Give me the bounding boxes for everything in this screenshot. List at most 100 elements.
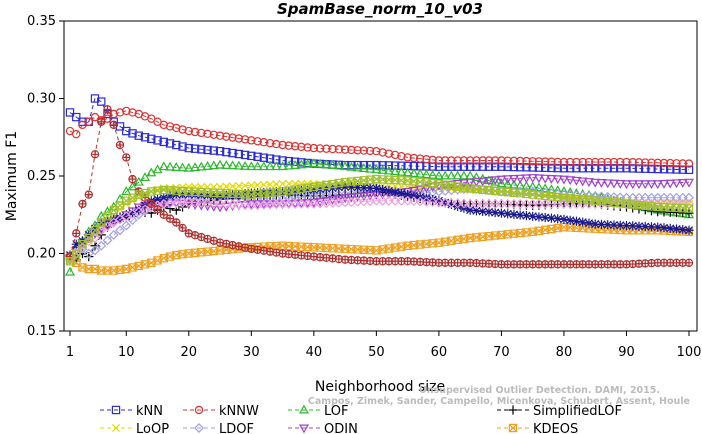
data-point (641, 158, 650, 167)
data-point (522, 156, 531, 166)
x-axis: 1 10 20 30 40 50 60 70 80 90 100 (66, 331, 701, 360)
data-point (158, 161, 169, 171)
legend-item-LoOP: LoOP (100, 422, 169, 434)
data-point (365, 163, 376, 173)
data-point (578, 157, 587, 167)
data-point (471, 178, 482, 187)
data-point (390, 187, 400, 197)
data-point (84, 233, 93, 243)
data-point (666, 158, 675, 168)
data-point (547, 157, 556, 166)
data-point (546, 175, 557, 184)
data-point (584, 157, 594, 167)
legend-label: KDEOS (533, 422, 578, 434)
data-point (184, 126, 193, 136)
data-point (615, 192, 626, 203)
data-point (327, 160, 338, 169)
data-point (359, 146, 369, 155)
data-point (115, 225, 125, 236)
data-point (340, 182, 350, 192)
data-point (528, 163, 537, 172)
data-point (609, 220, 619, 230)
series-kNNW (65, 106, 694, 168)
data-point (127, 181, 138, 191)
data-point (122, 153, 131, 162)
data-point (447, 156, 456, 165)
data-point (90, 245, 100, 256)
legend: kNN kNNW LOF SimplifiedLOF LoOP LDOF ODIN KDEOS… (100, 404, 622, 434)
data-point (672, 159, 681, 168)
data-point (65, 108, 75, 117)
data-point (402, 195, 413, 206)
data-point (478, 162, 487, 171)
data-point (246, 188, 256, 198)
data-point (378, 148, 387, 157)
data-point (652, 180, 663, 190)
data-point (202, 160, 213, 170)
data-point (653, 164, 662, 174)
data-point (121, 186, 132, 195)
data-point (290, 142, 300, 151)
data-point (159, 193, 169, 203)
data-point (252, 161, 263, 171)
data-point (134, 205, 144, 215)
legend-marker (508, 405, 518, 415)
data-point (165, 139, 175, 148)
data-point (490, 176, 501, 186)
x-tick-label: 60 (431, 345, 448, 360)
x-tick-label: 70 (493, 345, 510, 360)
data-point (102, 235, 113, 246)
data-point (127, 215, 138, 226)
data-point (240, 135, 250, 144)
data-point (566, 164, 575, 173)
data-point (108, 229, 119, 240)
data-point (153, 205, 162, 214)
data-point (658, 179, 670, 189)
legend-marker (111, 405, 121, 415)
data-point (215, 198, 226, 209)
data-point (640, 221, 650, 232)
data-point (465, 162, 475, 171)
data-point (90, 150, 100, 159)
data-point (109, 109, 118, 119)
data-point (496, 175, 507, 185)
data-point (565, 176, 576, 186)
data-point (122, 126, 131, 136)
data-point (165, 161, 176, 171)
data-point (490, 162, 500, 171)
data-point (103, 105, 112, 114)
legend-item-KDEOS: KDEOS (497, 422, 578, 434)
data-point (303, 143, 312, 152)
data-point (190, 144, 200, 153)
data-point (340, 145, 350, 154)
data-point (346, 161, 357, 171)
data-point (353, 182, 363, 193)
data-point (553, 214, 563, 224)
data-point (427, 197, 438, 207)
data-point (184, 143, 193, 153)
data-point (302, 185, 313, 195)
data-point (602, 179, 613, 189)
data-point (403, 153, 412, 162)
data-point (321, 159, 332, 169)
data-point (334, 182, 344, 193)
data-point (315, 144, 325, 153)
data-point (202, 198, 213, 209)
data-point (558, 175, 569, 185)
data-point (440, 162, 450, 171)
data-point (490, 156, 500, 165)
data-point (497, 156, 506, 165)
data-point (678, 159, 687, 168)
data-point (684, 192, 694, 203)
data-point (677, 179, 688, 188)
data-point (634, 164, 644, 173)
x-tick-label: 10 (118, 345, 135, 360)
data-point (465, 156, 475, 165)
data-point (215, 131, 225, 140)
data-point (515, 162, 525, 172)
data-point (527, 174, 538, 183)
data-point (165, 191, 175, 201)
data-point (165, 203, 175, 214)
data-point (159, 137, 168, 147)
